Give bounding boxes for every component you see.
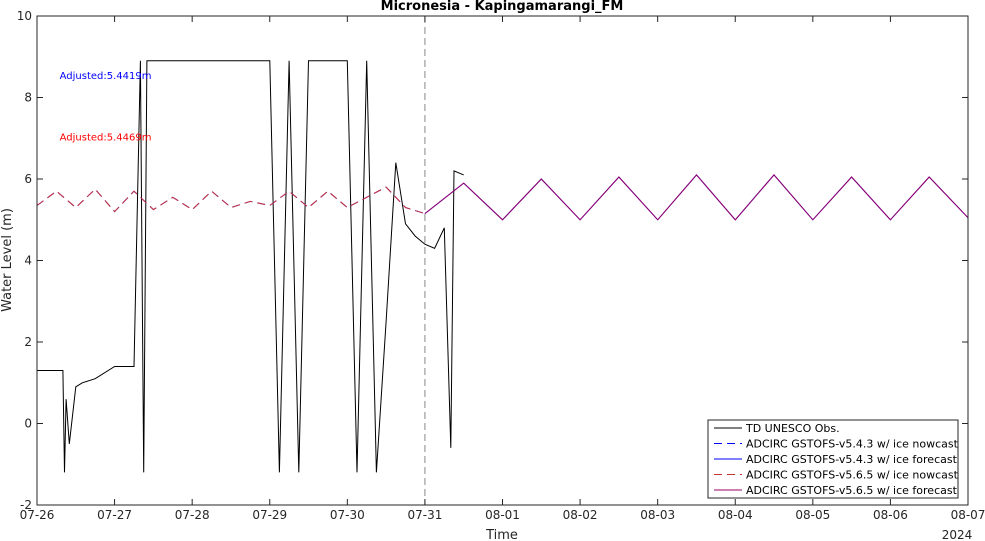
y-tick-label: -2	[20, 498, 32, 512]
x-tick-label: 08-03	[640, 508, 675, 522]
x-tick-label: 07-30	[330, 508, 365, 522]
annotations-layer: Adjusted:5.4419m Adjusted:5.4469m	[60, 71, 152, 143]
x-tick-label: 07-28	[175, 508, 210, 522]
adjusted-annotation: Adjusted:5.4419m	[60, 71, 152, 82]
y-tick-label: 6	[24, 172, 32, 186]
legend-entries: TD UNESCO Obs. ADCIRC GSTOFS-v5.4.3 w/ ic…	[714, 422, 959, 497]
legend-label: ADCIRC GSTOFS-v5.4.3 w/ ice nowcast	[746, 438, 959, 451]
series-layer	[36, 60, 969, 473]
y-tick-label: 10	[17, 9, 32, 23]
legend-label: ADCIRC GSTOFS-v5.6.5 w/ ice nowcast	[746, 469, 959, 482]
x-tick-label: 08-02	[563, 508, 598, 522]
series-line-0	[37, 60, 464, 473]
year-label: 2024	[942, 528, 973, 541]
x-axis-label: Time	[485, 528, 518, 541]
y-axis-label: Water Level (m)	[0, 208, 15, 312]
series-line-4	[424, 174, 969, 221]
legend: TD UNESCO Obs. ADCIRC GSTOFS-v5.4.3 w/ ic…	[707, 419, 959, 499]
x-tick-label: 08-05	[795, 508, 830, 522]
series-line-3	[36, 186, 426, 215]
y-tick-label: 0	[24, 417, 32, 431]
chart-title: Micronesia - Kapingamarangi_FM	[381, 0, 624, 14]
x-tick-label: 07-27	[97, 508, 132, 522]
legend-label: ADCIRC GSTOFS-v5.4.3 w/ ice forecast	[746, 453, 958, 466]
x-tick-label: 07-26	[20, 508, 55, 522]
x-tick-label: 08-06	[873, 508, 908, 522]
x-tick-label: 07-29	[252, 508, 287, 522]
legend-label: ADCIRC GSTOFS-v5.6.5 w/ ice forecast	[746, 484, 958, 497]
adjusted-annotation: Adjusted:5.4469m	[60, 132, 152, 143]
y-tick-label: 2	[24, 335, 32, 349]
x-tick-label: 08-01	[485, 508, 520, 522]
x-tick-label: 08-07	[951, 508, 985, 522]
x-tick-label: 07-31	[407, 508, 442, 522]
ticks-layer: 07-26 07-27 07-28 07-29 07-30 07-31 08-01 08-02…	[17, 9, 985, 522]
y-tick-label: 8	[24, 91, 32, 105]
x-tick-label: 08-04	[718, 508, 753, 522]
y-tick-label: 4	[24, 254, 32, 268]
legend-label: TD UNESCO Obs.	[745, 422, 840, 435]
legend-box	[707, 419, 959, 499]
